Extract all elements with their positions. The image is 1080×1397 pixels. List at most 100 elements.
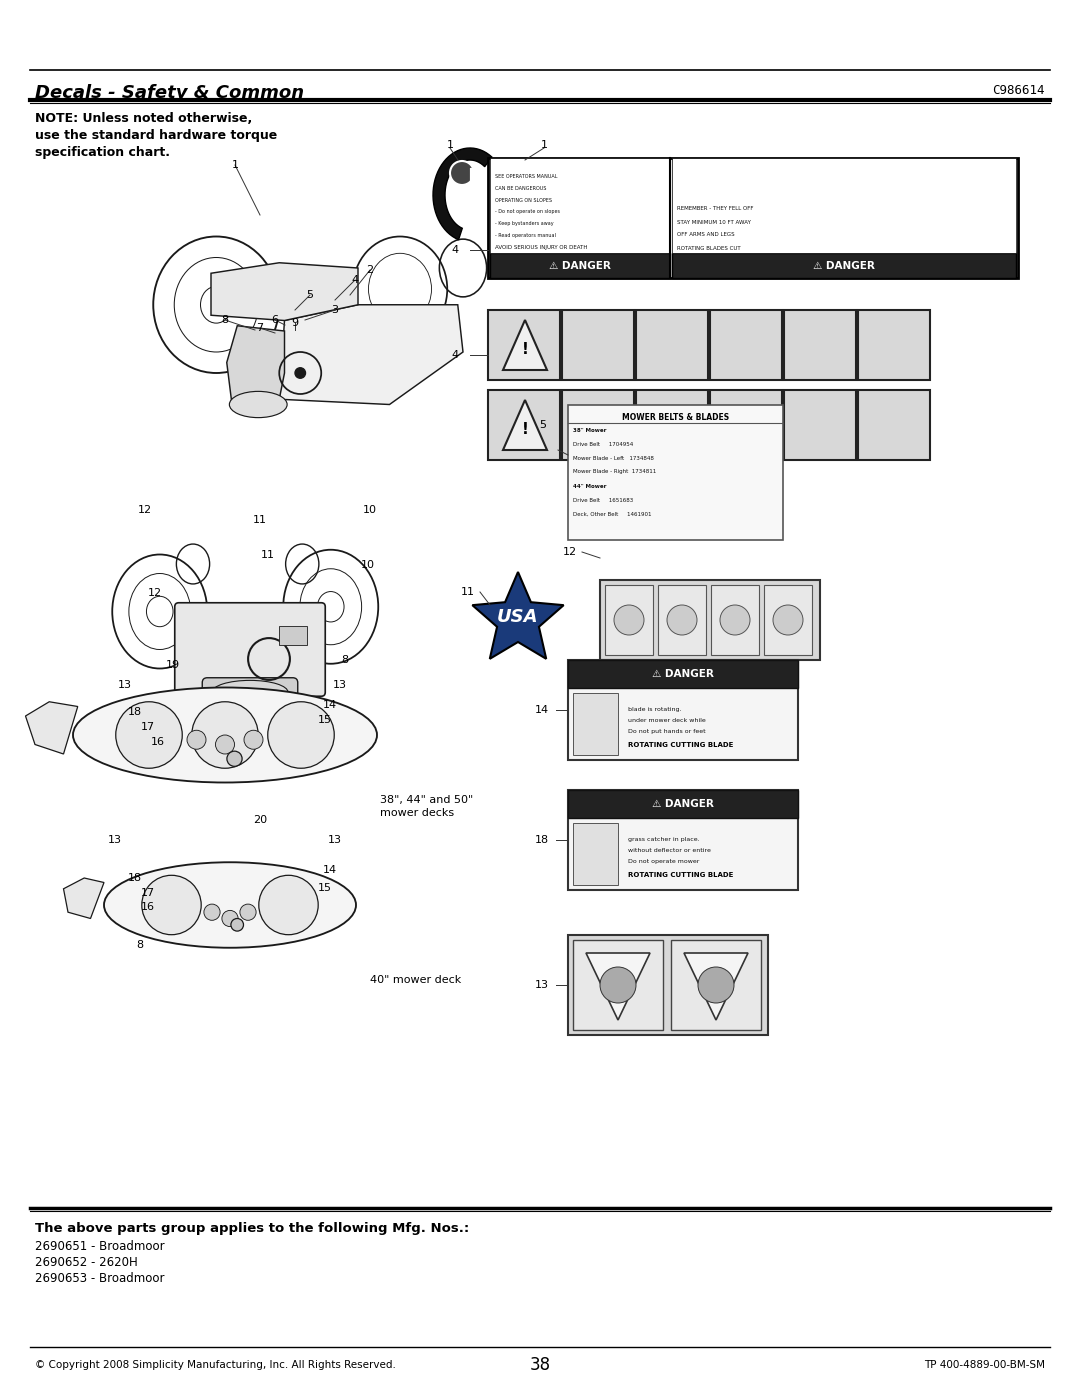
Text: !: ! <box>522 342 528 358</box>
Text: 5: 5 <box>307 291 313 300</box>
Text: 44" Mower: 44" Mower <box>573 483 606 489</box>
Bar <box>784 310 856 380</box>
Text: 12: 12 <box>148 588 162 598</box>
Bar <box>764 585 812 655</box>
Text: 8: 8 <box>341 655 349 665</box>
Bar <box>672 158 1016 253</box>
Text: 7: 7 <box>256 323 264 332</box>
Text: 1: 1 <box>446 140 454 149</box>
Text: 18: 18 <box>535 835 549 845</box>
Text: Mower Blade - Right  1734811: Mower Blade - Right 1734811 <box>573 469 657 475</box>
Text: STAY MINIMUM 10 FT AWAY: STAY MINIMUM 10 FT AWAY <box>677 219 751 225</box>
Text: 8: 8 <box>221 314 229 326</box>
Text: blade is rotating.: blade is rotating. <box>627 707 681 712</box>
Polygon shape <box>472 571 564 659</box>
Text: 1: 1 <box>231 161 239 170</box>
Text: SEE OPERATORS MANUAL: SEE OPERATORS MANUAL <box>495 173 557 179</box>
Text: CAN BE DANGEROUS: CAN BE DANGEROUS <box>495 186 546 190</box>
Text: The above parts group applies to the following Mfg. Nos.:: The above parts group applies to the fol… <box>35 1222 469 1235</box>
Bar <box>636 390 708 460</box>
Bar <box>488 158 1018 278</box>
Text: - Do not operate on slopes: - Do not operate on slopes <box>495 210 561 215</box>
Bar <box>658 585 706 655</box>
Text: 38: 38 <box>529 1356 551 1375</box>
Text: 40" mower deck: 40" mower deck <box>370 975 461 985</box>
Text: 11: 11 <box>461 587 475 597</box>
Bar <box>858 310 930 380</box>
Circle shape <box>773 605 804 636</box>
Text: !: ! <box>522 422 528 437</box>
Text: 38" Mower: 38" Mower <box>573 427 606 433</box>
Text: © Copyright 2008 Simplicity Manufacturing, Inc. All Rights Reserved.: © Copyright 2008 Simplicity Manufacturin… <box>35 1361 396 1370</box>
Ellipse shape <box>73 687 377 782</box>
Text: Decals - Safety & Common: Decals - Safety & Common <box>35 84 305 102</box>
Text: Drive Belt     1704954: Drive Belt 1704954 <box>573 441 633 447</box>
Text: 17: 17 <box>140 722 156 732</box>
Circle shape <box>244 731 264 749</box>
Circle shape <box>295 367 306 379</box>
Text: Deck, Other Belt     1461901: Deck, Other Belt 1461901 <box>573 511 651 517</box>
Bar <box>562 310 634 380</box>
Text: 15: 15 <box>318 715 332 725</box>
FancyBboxPatch shape <box>202 678 298 750</box>
Text: 2690652 - 2620H: 2690652 - 2620H <box>35 1256 138 1268</box>
Circle shape <box>667 605 697 636</box>
Polygon shape <box>684 953 748 1020</box>
Circle shape <box>600 967 636 1003</box>
Text: - Keep bystanders away: - Keep bystanders away <box>495 222 554 226</box>
Text: Do not operate mower: Do not operate mower <box>627 859 700 865</box>
Bar <box>573 940 663 1030</box>
Bar <box>279 626 307 645</box>
Bar <box>710 310 782 380</box>
Polygon shape <box>586 953 650 1020</box>
Polygon shape <box>26 701 78 754</box>
Text: Drive Belt     1651683: Drive Belt 1651683 <box>573 497 633 503</box>
Text: 2: 2 <box>366 265 374 275</box>
Bar <box>636 310 708 380</box>
Ellipse shape <box>212 680 288 704</box>
Text: 18: 18 <box>127 873 143 883</box>
Text: TP 400-4889-00-BM-SM: TP 400-4889-00-BM-SM <box>924 1361 1045 1370</box>
Text: 20: 20 <box>253 814 267 826</box>
Text: ⚠ DANGER: ⚠ DANGER <box>813 261 875 271</box>
Text: 12: 12 <box>563 548 577 557</box>
Text: 16: 16 <box>141 902 156 912</box>
Text: - Read operators manual: - Read operators manual <box>495 233 556 239</box>
Text: 18: 18 <box>127 707 143 717</box>
Text: without deflector or entire: without deflector or entire <box>627 848 711 854</box>
Text: ROTATING CUTTING BLADE: ROTATING CUTTING BLADE <box>627 742 733 747</box>
Text: grass catcher in place.: grass catcher in place. <box>627 837 700 842</box>
Polygon shape <box>280 305 463 405</box>
Ellipse shape <box>229 391 287 418</box>
Text: 38", 44" and 50"
mower decks: 38", 44" and 50" mower decks <box>380 795 473 819</box>
Bar <box>672 253 1016 278</box>
Text: 4: 4 <box>351 275 359 285</box>
Circle shape <box>450 161 474 184</box>
Bar <box>568 405 783 541</box>
Bar <box>562 390 634 460</box>
Text: 13: 13 <box>118 680 132 690</box>
Circle shape <box>720 605 750 636</box>
Polygon shape <box>64 877 104 918</box>
Text: ⚠ DANGER: ⚠ DANGER <box>549 261 611 271</box>
Text: OPERATING ON SLOPES: OPERATING ON SLOPES <box>495 197 552 203</box>
Text: 14: 14 <box>323 865 337 875</box>
Text: C986614: C986614 <box>993 84 1045 96</box>
Circle shape <box>240 904 256 921</box>
Bar <box>710 390 782 460</box>
Text: 14: 14 <box>323 700 337 710</box>
Bar <box>490 158 670 253</box>
Circle shape <box>221 911 238 926</box>
Bar <box>568 935 768 1035</box>
Circle shape <box>192 701 258 768</box>
Circle shape <box>698 967 734 1003</box>
Bar <box>600 580 820 659</box>
Text: MOWER BELTS & BLADES: MOWER BELTS & BLADES <box>622 412 729 422</box>
Text: 12: 12 <box>138 504 152 515</box>
Text: 17: 17 <box>140 888 156 898</box>
Text: ROTATING CUTTING BLADE: ROTATING CUTTING BLADE <box>627 872 733 877</box>
Bar <box>711 585 759 655</box>
Bar <box>605 585 653 655</box>
Circle shape <box>141 876 201 935</box>
Text: 10: 10 <box>361 560 375 570</box>
